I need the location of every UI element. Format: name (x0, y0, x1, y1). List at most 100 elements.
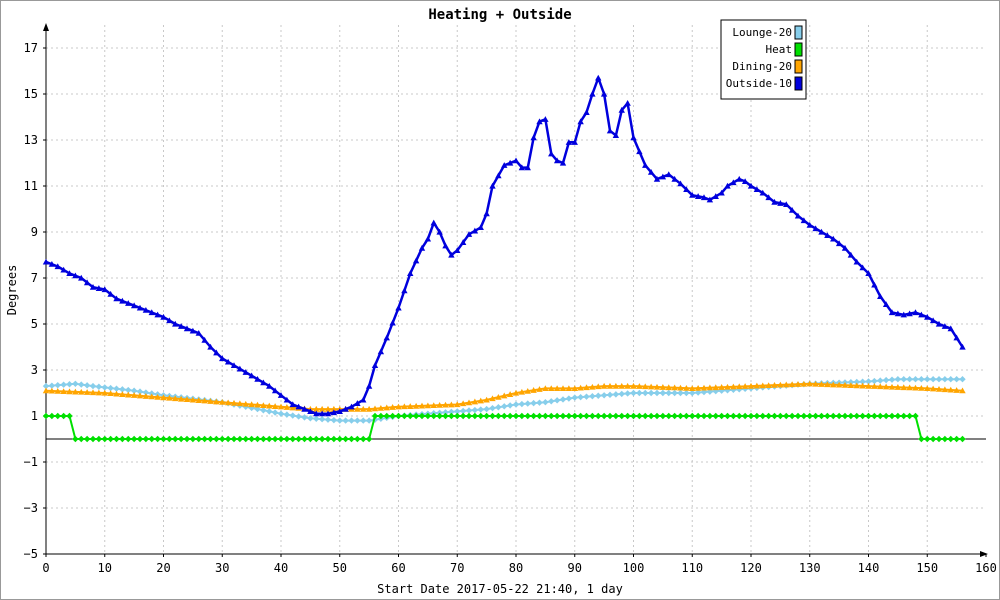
data-point (548, 412, 555, 420)
data-point (518, 412, 526, 420)
data-point (442, 409, 449, 416)
data-point (841, 244, 849, 251)
data-point (342, 417, 349, 424)
data-point (207, 435, 214, 443)
data-point (465, 399, 473, 406)
data-point (947, 376, 954, 383)
legend-swatch (794, 59, 803, 74)
data-point (424, 402, 432, 409)
data-point (653, 389, 661, 397)
data-point (677, 412, 684, 420)
data-point (248, 435, 255, 443)
data-point (830, 381, 837, 388)
data-point (136, 435, 144, 443)
data-point (765, 382, 772, 389)
data-point (612, 132, 620, 138)
data-point (342, 405, 349, 412)
data-point (794, 212, 802, 219)
data-point (254, 435, 261, 443)
data-point (859, 382, 866, 389)
legend-box (720, 19, 807, 100)
data-point (313, 435, 320, 443)
data-point (501, 403, 508, 410)
data-point (48, 387, 56, 394)
data-point (113, 295, 120, 302)
data-point (248, 401, 255, 408)
data-point (794, 381, 802, 387)
data-point (213, 349, 220, 356)
legend-swatch (794, 25, 803, 40)
data-point (219, 399, 226, 405)
data-point (624, 412, 631, 420)
data-point (624, 390, 631, 397)
data-point (66, 412, 73, 420)
data-point (524, 387, 531, 394)
data-point (548, 385, 555, 391)
data-point (371, 362, 379, 368)
data-point (148, 309, 155, 316)
data-point (266, 408, 273, 415)
data-point (465, 407, 473, 414)
data-point (248, 404, 255, 412)
data-point (689, 389, 696, 397)
data-point (642, 162, 649, 168)
data-point (471, 398, 479, 405)
y-tick-label: 15 (24, 87, 38, 101)
data-point (107, 390, 114, 397)
y-axis-label: Degrees (5, 265, 19, 316)
data-point (847, 251, 855, 258)
data-point (941, 435, 949, 443)
x-tick-label: 10 (98, 561, 112, 575)
data-point (818, 412, 825, 420)
legend-swatch (794, 42, 803, 57)
data-point (671, 389, 678, 397)
data-point (330, 405, 338, 412)
data-point (83, 435, 91, 443)
data-point (54, 412, 61, 420)
data-point (571, 394, 578, 401)
data-point (213, 435, 220, 443)
data-point (271, 435, 279, 443)
data-point (83, 389, 91, 395)
data-point (706, 196, 714, 203)
data-point (54, 381, 61, 389)
data-point (412, 412, 420, 420)
data-point (113, 390, 120, 397)
data-point (189, 435, 197, 443)
data-point (495, 412, 502, 420)
data-point (788, 206, 796, 213)
data-point (454, 412, 461, 420)
data-point (471, 412, 479, 420)
data-point (524, 412, 531, 420)
data-point (195, 435, 202, 443)
data-point (495, 172, 502, 179)
data-point (254, 401, 261, 408)
data-point (736, 175, 743, 182)
data-point (78, 274, 85, 281)
data-point (788, 412, 796, 420)
data-point (741, 383, 749, 389)
data-point (553, 412, 561, 420)
data-point (700, 384, 708, 391)
data-point (224, 399, 232, 406)
data-point (618, 390, 625, 398)
data-point (336, 417, 343, 424)
data-point (407, 403, 414, 409)
data-point (436, 228, 443, 235)
x-tick-label: 30 (215, 561, 229, 575)
x-axis-arrow (980, 551, 988, 557)
data-point (189, 396, 197, 403)
data-point (301, 414, 308, 421)
data-point (894, 376, 902, 383)
data-point (806, 221, 813, 228)
data-point (665, 171, 672, 178)
data-point (271, 409, 279, 416)
data-point (101, 384, 108, 391)
data-point (924, 435, 931, 443)
x-tick-label: 100 (623, 561, 645, 575)
data-point (183, 396, 191, 403)
data-point (42, 412, 50, 420)
data-point (230, 362, 238, 368)
data-point (577, 412, 584, 420)
data-point (266, 402, 273, 409)
